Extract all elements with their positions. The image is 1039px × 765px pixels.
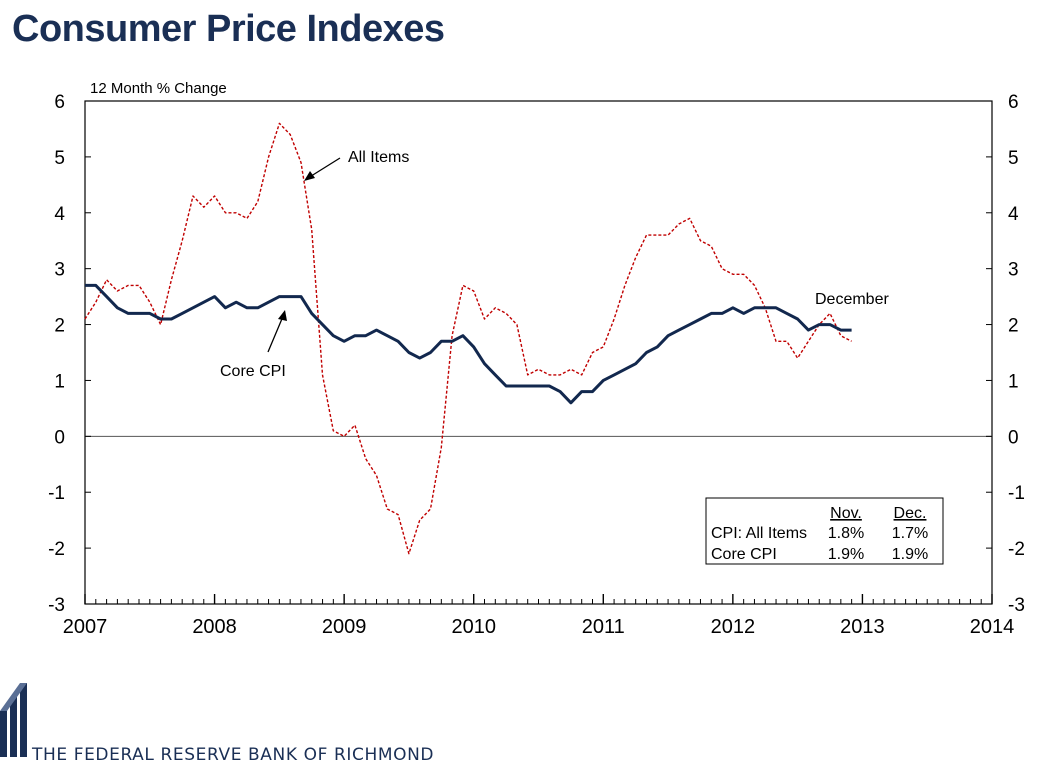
y-tick-label-left: 6 [54,92,65,113]
y-tick-label-right: 0 [1008,427,1019,448]
y-tick-label-right: -1 [1008,483,1025,504]
y-tick-label-right: -2 [1008,539,1025,560]
y-tick-label-left: 2 [54,316,65,337]
legend-table-box [705,497,944,565]
legend-table-cell: 1.8% [828,525,864,542]
annotation-december: December [815,291,889,308]
series-line-core-cpi [85,283,852,405]
footer-bank-name: THE FEDERAL RESERVE BANK OF RICHMOND [32,745,435,765]
y-tick-label-right: 3 [1008,260,1019,281]
x-tick-label: 2010 [451,616,496,638]
x-tick-label: 2009 [322,616,367,638]
y-tick-label-left: 3 [54,260,65,281]
legend-table-header: Dec. [894,505,927,522]
y-tick-label-left: 1 [54,371,65,392]
page-title: Consumer Price Indexes [12,8,445,50]
legend-table-cell: 1.9% [892,546,928,563]
federal-reserve-logo-icon [0,683,27,757]
y-tick-label-right: 2 [1008,316,1019,337]
y-tick-label-left: 5 [54,148,65,169]
annotation-all-items: All Items [348,149,409,166]
annotation-arrow-all-items [307,157,341,179]
y-tick-label-left: 0 [54,427,65,448]
x-tick-label: 2007 [63,616,108,638]
x-tick-label: 2011 [582,616,625,638]
y-tick-label-right: 6 [1008,92,1019,113]
y-tick-label-right: -3 [1008,595,1025,616]
y-tick-label-left: -3 [48,595,65,616]
arrowhead-all-items-icon [304,171,315,181]
arrowhead-core-cpi-icon [278,310,287,321]
legend-table-header: Nov. [830,505,862,522]
legend-table-row-label: Core CPI [711,546,777,563]
annotation-arrow-core-cpi [267,313,285,353]
x-tick-label: 2013 [840,616,885,638]
legend-table-cell: 1.7% [892,525,928,542]
x-tick-label: 2012 [711,616,756,638]
y-tick-label-left: 4 [54,204,65,225]
y-tick-label-right: 5 [1008,148,1019,169]
y-tick-label-left: -2 [48,539,65,560]
x-tick-label: 2014 [970,616,1015,638]
y-tick-label-right: 1 [1008,371,1019,392]
series-line-all-items [84,122,852,555]
y-axis-label: 12 Month % Change [90,80,227,97]
y-tick-label-left: -1 [48,483,65,504]
x-tick-label: 2008 [192,616,237,638]
legend-table-row-label: CPI: All Items [711,525,807,542]
legend-table-cell: 1.9% [828,546,864,563]
y-tick-label-right: 4 [1008,204,1019,225]
annotation-core-cpi: Core CPI [220,363,286,380]
